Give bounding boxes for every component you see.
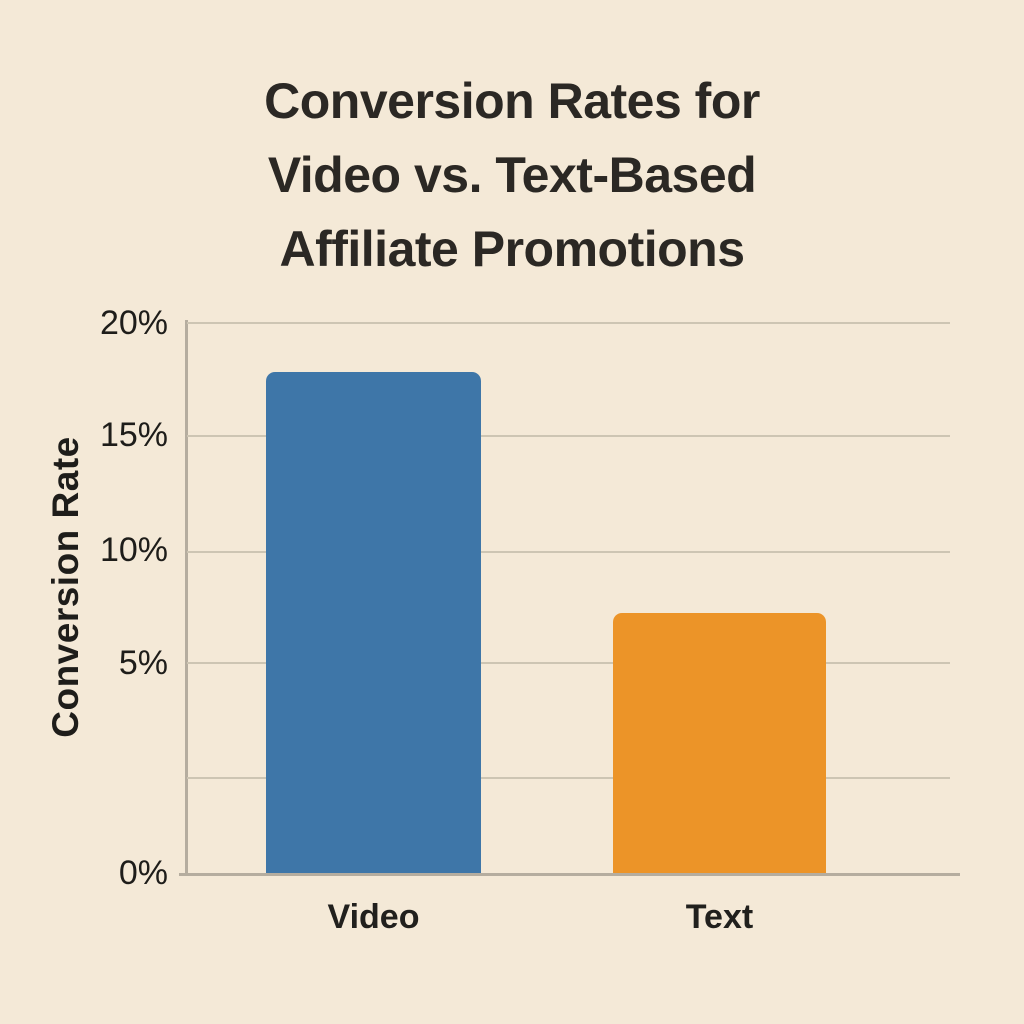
y-tick-0: 0%	[118, 854, 168, 892]
x-axis-baseline	[179, 873, 960, 876]
plot-area	[187, 322, 950, 874]
gridline-15	[187, 435, 950, 437]
y-tick-20: 20%	[99, 304, 168, 342]
gridline-20	[187, 322, 950, 324]
chart-title-line-1: Conversion Rates for	[264, 73, 760, 129]
gridline-10	[187, 551, 950, 553]
bar-text	[613, 613, 826, 874]
x-tick-text: Text	[685, 898, 754, 936]
y-tick-5: 5%	[118, 644, 168, 682]
gridline-5	[187, 662, 950, 664]
chart-title-line-2: Video vs. Text-Based	[267, 147, 757, 203]
chart-title-line-3: Affiliate Promotions	[279, 221, 745, 277]
gridline-unlabeled	[187, 777, 950, 779]
y-axis-label: Conversion Rate	[45, 436, 86, 738]
x-tick-video: Video	[327, 898, 420, 936]
y-tick-10: 10%	[99, 531, 168, 569]
chart-title: Conversion Rates for Video vs. Text-Base…	[12, 64, 1012, 286]
y-axis-line	[185, 320, 188, 876]
y-tick-15: 15%	[99, 416, 168, 454]
bar-video	[266, 371, 481, 874]
